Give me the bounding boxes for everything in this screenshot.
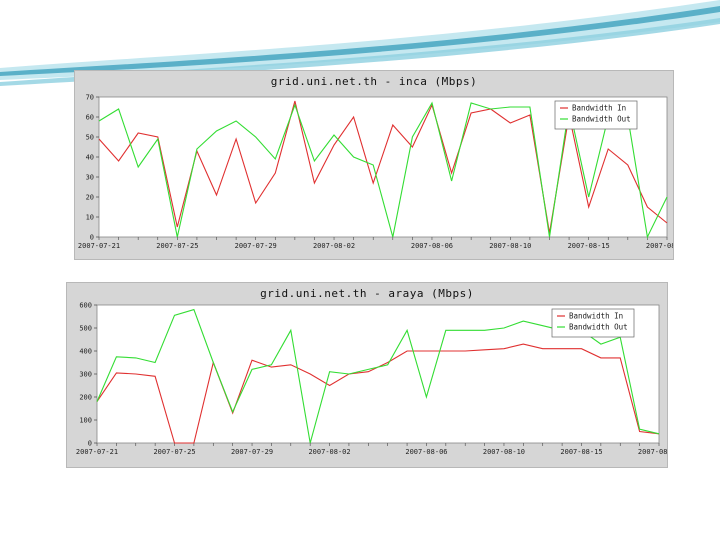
y-tick-label: 0 xyxy=(88,440,92,448)
y-tick-label: 200 xyxy=(79,394,92,402)
x-tick-label: 2007-08-19 xyxy=(638,448,667,456)
y-tick-label: 70 xyxy=(86,94,94,102)
x-tick-label: 2007-08-15 xyxy=(568,242,610,250)
legend-label: Bandwidth In xyxy=(569,312,623,321)
y-tick-label: 60 xyxy=(86,114,94,122)
legend-label: Bandwidth Out xyxy=(569,323,628,332)
y-tick-label: 500 xyxy=(79,325,92,333)
y-tick-label: 50 xyxy=(86,134,94,142)
chart-panel-araya: grid.uni.net.th - araya (Mbps) 0 100 200 30… xyxy=(66,282,668,468)
y-tick-label: 10 xyxy=(86,214,94,222)
x-tick-label: 2007-08-15 xyxy=(560,448,602,456)
chart-title-inca: grid.uni.net.th - inca (Mbps) xyxy=(270,75,478,88)
x-tick-label: 2007-07-29 xyxy=(231,448,273,456)
legend-box xyxy=(551,308,635,338)
chart-title-araya: grid.uni.net.th - araya (Mbps) xyxy=(260,287,474,300)
x-tick-label: 2007-08-06 xyxy=(405,448,447,456)
x-tick-label: 2007-08-10 xyxy=(489,242,531,250)
x-tick-label: 2007-07-25 xyxy=(156,242,198,250)
legend-label: Bandwidth Out xyxy=(572,115,631,124)
x-tick-label: 2007-08-02 xyxy=(308,448,350,456)
y-tick-label: 600 xyxy=(79,302,92,310)
header-swoosh-decoration xyxy=(0,0,720,86)
y-tick-label: 300 xyxy=(79,371,92,379)
chart-panel-inca: grid.uni.net.th - inca (Mbps) 0 10 20 30 40 5… xyxy=(74,70,674,260)
y-tick-label: 0 xyxy=(90,234,94,242)
y-tick-label: 30 xyxy=(86,174,94,182)
x-tick-label: 2007-08-19 xyxy=(646,242,673,250)
legend-box xyxy=(554,100,638,130)
x-tick-label: 2007-08-06 xyxy=(411,242,453,250)
x-tick-label: 2007-07-21 xyxy=(76,448,118,456)
x-tick-label: 2007-07-25 xyxy=(153,448,195,456)
x-tick-label: 2007-07-29 xyxy=(235,242,277,250)
x-tick-label: 2007-08-10 xyxy=(483,448,525,456)
y-tick-label: 20 xyxy=(86,194,94,202)
legend-label: Bandwidth In xyxy=(572,104,626,113)
x-tick-label: 2007-08-02 xyxy=(313,242,355,250)
y-tick-label: 400 xyxy=(79,348,92,356)
y-tick-label: 40 xyxy=(86,154,94,162)
chart-plot-inca: 0 10 20 30 40 50 60 70 2007-07-21 2007-07-25 2007-… xyxy=(78,94,673,251)
chart-plot-araya: 0 100 200 300 400 500 600 2007-07-21 2007-07-25 2… xyxy=(76,302,667,457)
y-tick-label: 100 xyxy=(79,417,92,425)
x-tick-label: 2007-07-21 xyxy=(78,242,120,250)
